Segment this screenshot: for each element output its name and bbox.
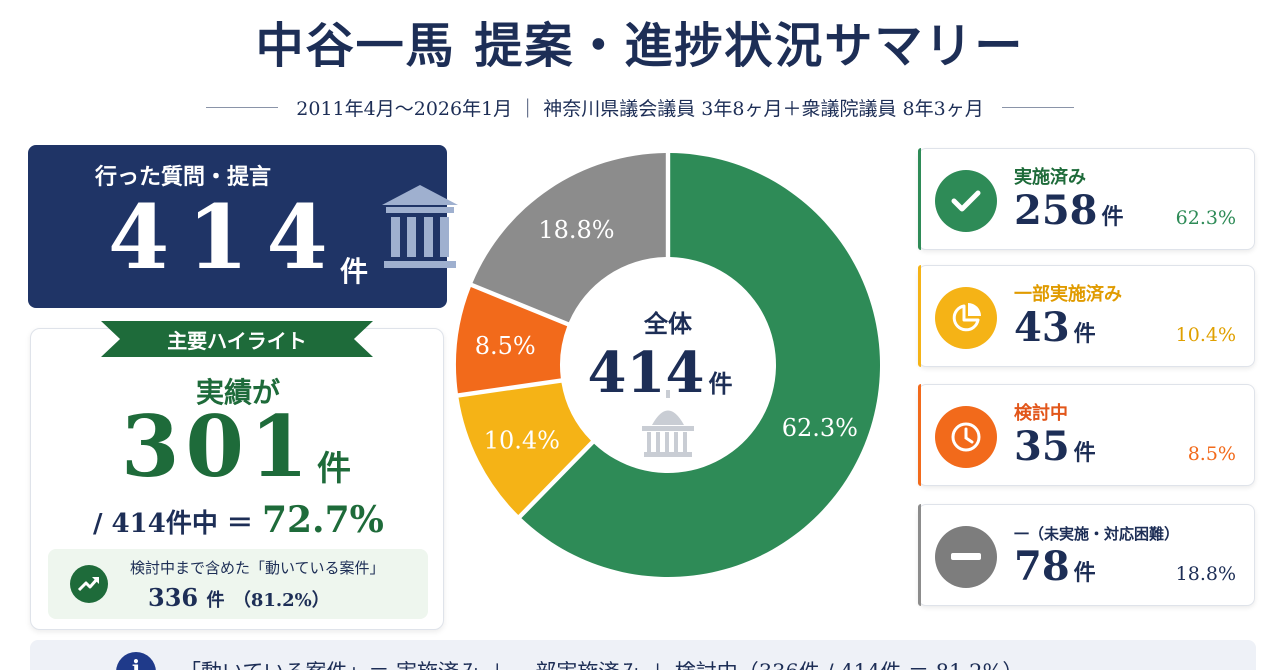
donut-slice-3 bbox=[472, 153, 666, 323]
status-card-under-review: 検討中 35 件 8.5% bbox=[918, 384, 1255, 486]
divider-right bbox=[1001, 106, 1074, 108]
status-value: 35 件 bbox=[1014, 425, 1096, 469]
highlight-ribbon: 主要ハイライト bbox=[101, 321, 373, 357]
highlight-subtitle: 実績が bbox=[195, 376, 280, 409]
status-number: 78 bbox=[1014, 543, 1070, 590]
total-questions-card: 行った質問・提言 414 件 bbox=[28, 145, 458, 308]
total-value: 414 bbox=[108, 185, 346, 289]
note-value-line: 336 件 （81.2%） bbox=[148, 583, 330, 612]
status-value: 43 件 bbox=[1014, 306, 1096, 350]
card-accent bbox=[918, 148, 921, 250]
center-value: 414 件 bbox=[588, 340, 733, 406]
card-accent bbox=[918, 265, 921, 367]
status-label: 検討中 bbox=[1014, 403, 1068, 424]
status-pct: 10.4% bbox=[1175, 324, 1236, 346]
ratio-prefix: / 414件中 ＝ bbox=[93, 509, 253, 539]
status-value: 78 件 bbox=[1014, 545, 1096, 589]
highlight-card: 主要ハイライト 実績が 301 件 / 414件中 ＝ 72.7% 検討中まで含… bbox=[30, 321, 444, 630]
checkmark-icon bbox=[935, 170, 997, 232]
page-title: 中谷一馬 提案・進捗状況サマリー bbox=[255, 18, 1025, 74]
status-unit: 件 bbox=[1073, 440, 1096, 466]
donut-slice-label-3: 18.8% bbox=[538, 216, 614, 244]
total-label: 行った質問・提言 bbox=[94, 164, 271, 190]
trending-up-icon bbox=[70, 565, 108, 603]
status-number: 35 bbox=[1014, 423, 1070, 470]
center-value-number: 414 bbox=[588, 340, 705, 406]
donut-slice-label-2: 8.5% bbox=[475, 332, 536, 360]
status-card-not-implemented: 一（未実施・対応困難） 78 件 18.8% bbox=[918, 504, 1255, 606]
card-accent bbox=[918, 384, 921, 486]
note-label: 検討中まで含めた「動いている案件」 bbox=[130, 559, 385, 577]
status-card-implemented: 実施済み 258 件 62.3% bbox=[918, 148, 1255, 250]
status-unit: 件 bbox=[1073, 560, 1096, 586]
capitol-icon bbox=[642, 390, 694, 457]
status-pct: 8.5% bbox=[1187, 443, 1236, 465]
status-pct: 62.3% bbox=[1175, 207, 1236, 229]
government-building-icon bbox=[382, 185, 458, 268]
status-unit: 件 bbox=[1073, 321, 1096, 347]
note-pct: （81.2%） bbox=[232, 590, 330, 611]
ratio-pct: 72.7% bbox=[261, 499, 384, 541]
highlight-ratio: / 414件中 ＝ 72.7% bbox=[93, 499, 384, 541]
note-unit: 件 bbox=[206, 590, 225, 611]
status-label: 一（未実施・対応困難） bbox=[1014, 525, 1180, 543]
card-accent bbox=[918, 504, 921, 606]
status-label: 実施済み bbox=[1014, 167, 1086, 188]
status-card-partial: 一部実施済み 43 件 10.4% bbox=[918, 265, 1255, 367]
note-value: 336 bbox=[148, 583, 199, 612]
status-number: 43 bbox=[1014, 304, 1070, 351]
center-label: 全体 bbox=[643, 309, 693, 338]
page-subtitle: 2011年4月～2026年1月 ｜ 神奈川県議会議員 3年8ヶ月＋衆議院議員 8… bbox=[296, 97, 984, 120]
status-label: 一部実施済み bbox=[1014, 284, 1122, 305]
info-icon: i bbox=[116, 652, 156, 670]
highlight-unit: 件 bbox=[317, 449, 351, 489]
status-donut-chart: 62.3% 10.4% 8.5% 18.8% 全体 414 件 bbox=[456, 153, 880, 577]
donut-slice-2 bbox=[456, 287, 568, 394]
donut-slice-0 bbox=[521, 153, 880, 577]
highlight-value: 301 bbox=[121, 397, 315, 496]
status-unit: 件 bbox=[1101, 204, 1124, 230]
center-value-unit: 件 bbox=[708, 369, 732, 398]
status-pct: 18.8% bbox=[1175, 563, 1236, 585]
active-cases-note: 検討中まで含めた「動いている案件」 336 件 （81.2%） bbox=[48, 549, 428, 619]
donut-slice-1 bbox=[458, 382, 591, 516]
donut-slice-label-0: 62.3% bbox=[782, 414, 858, 442]
divider-left bbox=[206, 106, 279, 108]
status-number: 258 bbox=[1014, 187, 1098, 234]
donut-slice-label-1: 10.4% bbox=[484, 426, 560, 454]
clock-icon bbox=[935, 406, 997, 468]
status-value: 258 件 bbox=[1014, 189, 1124, 233]
total-unit: 件 bbox=[340, 255, 369, 288]
subtitle-row: 2011年4月～2026年1月 ｜ 神奈川県議会議員 3年8ヶ月＋衆議院議員 8… bbox=[80, 92, 1200, 122]
minus-icon bbox=[935, 526, 997, 588]
partial-pie-icon bbox=[935, 287, 997, 349]
